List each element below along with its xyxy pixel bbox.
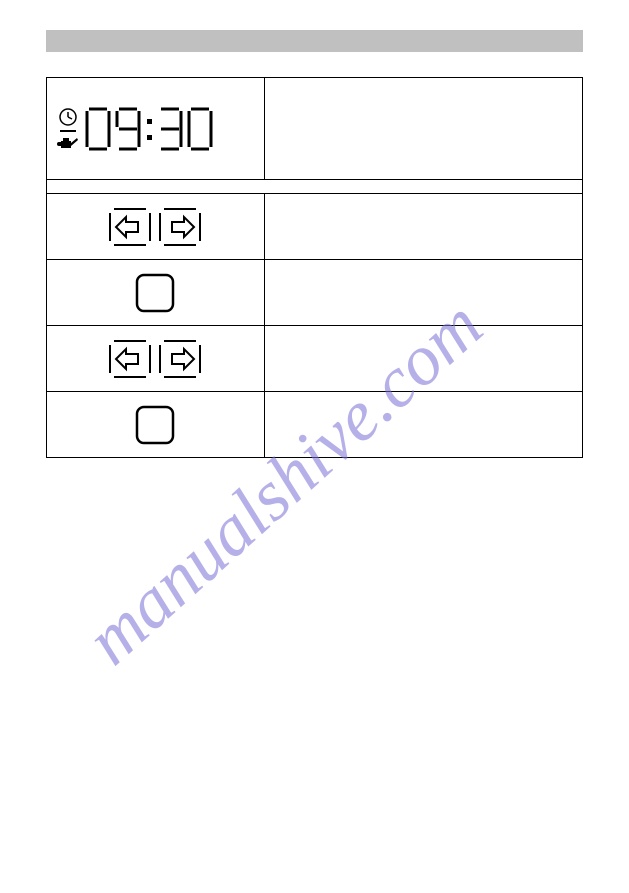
arrow-left-button-icon xyxy=(108,339,152,379)
description-cell xyxy=(264,260,582,326)
table-row xyxy=(47,326,583,392)
arrow-right-button-icon xyxy=(158,207,202,247)
button-cell xyxy=(47,392,265,458)
button-cell xyxy=(47,260,265,326)
arrow-left-button-icon xyxy=(108,207,152,247)
arrow-right-button-icon xyxy=(158,339,202,379)
table-row xyxy=(47,78,583,180)
table-row xyxy=(47,392,583,458)
table-row xyxy=(47,180,583,194)
header-bar xyxy=(46,30,583,52)
table-row xyxy=(47,194,583,260)
description-cell xyxy=(264,326,582,392)
description-cell xyxy=(264,392,582,458)
instruction-table xyxy=(46,77,583,458)
button-cell xyxy=(47,194,265,260)
watering-can-icon xyxy=(57,135,79,151)
ok-button-icon xyxy=(134,404,176,446)
display-cell xyxy=(47,78,265,180)
divider-icon xyxy=(58,129,78,133)
description-cell xyxy=(264,78,582,180)
time-display xyxy=(83,105,233,153)
display-icons xyxy=(57,107,79,151)
table-row xyxy=(47,260,583,326)
button-cell xyxy=(47,326,265,392)
ok-button-icon xyxy=(134,272,176,314)
description-cell xyxy=(264,194,582,260)
clock-icon xyxy=(58,107,78,127)
spacer-cell xyxy=(47,180,583,194)
